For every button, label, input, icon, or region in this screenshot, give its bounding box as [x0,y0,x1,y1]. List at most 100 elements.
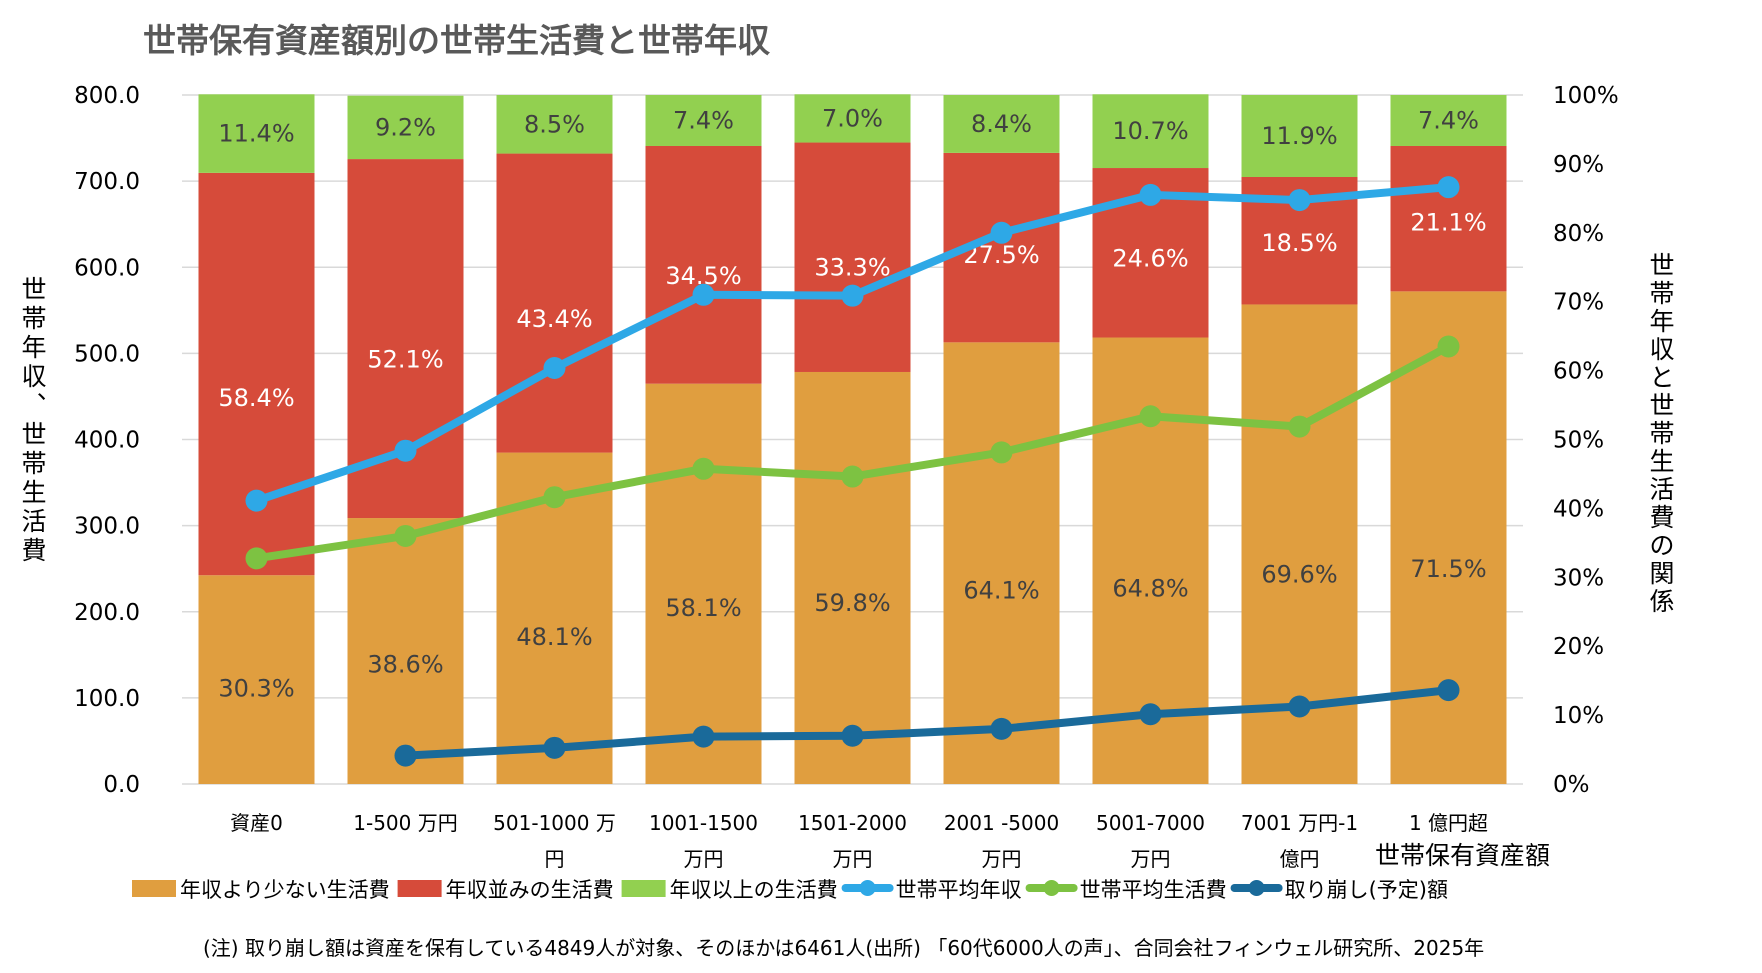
bar-value-label: 59.8% [814,589,890,617]
axis-title-char: 生 [1649,447,1674,476]
axis-title-char: 世 [21,420,46,449]
y-tick-label: 100.0 [74,686,140,712]
legend-marker [859,880,876,896]
legend-swatch [132,880,176,897]
series-point [1288,695,1311,718]
bar-value-label: 8.4% [971,110,1032,138]
x-category-label: 5001-7000 [1096,811,1205,835]
axis-title-char: 世 [21,275,46,304]
series-point [1437,176,1460,199]
series-point [543,486,566,509]
bar-percent-labels: 30.3% 58.4% 11.4% 38.6% 52.1% 9.2% 48.1% 43.4% 8… [218,104,1486,702]
x-axis-categories: 資産0 1-500 万円 501-1000 万円 1001-1500 万円 1501-20… [230,811,1488,871]
bar-value-label: 8.5% [524,110,585,138]
footnote: (注) 取り崩し額は資産を保有している4849人が対象、そのほかは6461人(出… [203,936,1484,960]
bar-segment [496,95,613,154]
y-axis-left-title: 世帯年収︑世帯生活費 [21,275,46,565]
bar-value-label: 58.1% [665,594,741,622]
y2-tick-label: 40% [1553,496,1604,522]
bar-value-label: 18.5% [1261,229,1337,257]
axis-title-char: 世 [1649,251,1674,280]
x-category-label: 万円 [833,847,873,871]
bar-segment [794,142,911,372]
bar-value-label: 30.3% [218,674,294,702]
bar-value-label: 52.1% [367,345,443,373]
y-tick-label: 700.0 [74,169,140,195]
y2-tick-label: 30% [1553,565,1604,591]
bar-value-label: 64.8% [1112,574,1188,602]
y2-tick-label: 20% [1553,634,1604,660]
legend-label: 世帯平均生活費 [1080,878,1227,902]
bar-value-label: 64.1% [963,577,1039,605]
legend-label: 年収以上の生活費 [670,878,838,902]
bar-value-label: 48.1% [516,623,592,651]
bar-segment [347,518,464,784]
legend-marker [1248,880,1265,896]
bar-segment [1390,95,1507,146]
y-tick-label: 200.0 [74,600,140,626]
bar-segment [1390,145,1507,292]
axis-title-char: の [1649,531,1674,560]
series-point [1139,703,1162,726]
series-point [394,744,417,767]
series-point [1139,183,1162,206]
x-category-label: 501-1000 万 [493,811,616,835]
bar-segment [496,153,613,453]
series-point [692,457,715,480]
bar-segment [198,575,315,784]
y2-tick-label: 10% [1553,703,1604,729]
bar-segment [645,145,762,384]
y-tick-label: 500.0 [74,341,140,367]
bar-value-label: 33.3% [814,254,890,282]
series-point [1437,335,1460,358]
legend-label: 取り崩し(予定)額 [1285,878,1448,902]
x-category-label: 万円 [982,847,1022,871]
y2-tick-label: 60% [1553,359,1604,385]
chart-title: 世帯保有資産額別の世帯生活費と世帯年収 [143,21,771,60]
axis-title-char: ︑ [21,391,46,420]
bar-value-label: 7.4% [1418,106,1479,134]
series-point [841,284,864,307]
x-category-label: 資産0 [230,811,283,835]
bar-segment [1241,95,1358,177]
axis-title-char: 世 [1649,391,1674,420]
axis-title-char: 年 [1649,307,1674,336]
series-point [1437,679,1460,702]
bar-value-label: 21.1% [1410,208,1486,236]
bar-segment [1092,94,1209,169]
series-point [1139,405,1162,428]
y-axis-right-title: 世帯年収と世帯生活費の関係 [1649,251,1674,616]
bar-segment [943,95,1060,153]
axis-title-char: 年 [21,333,46,362]
bar-value-label: 24.6% [1112,244,1188,272]
legend: 年収より少ない生活費 年収並みの生活費 年収以上の生活費 世帯平均年収 世帯平均生活費 取… [132,878,1448,902]
legend-swatch [621,880,666,897]
y-tick-label: 600.0 [74,255,140,281]
axis-title-char: 費 [21,536,46,565]
y-tick-label: 300.0 [74,514,140,540]
bar-value-label: 69.6% [1261,561,1337,589]
axis-title-char: 帯 [1649,279,1674,308]
series-line [401,686,1453,760]
x-category-label: 1001-1500 [649,811,758,835]
y2-tick-label: 0% [1553,772,1590,798]
x-category-label: 1 億円超 [1409,811,1488,835]
bar-value-label: 7.4% [673,106,734,134]
bar-value-label: 43.4% [516,305,592,333]
bar-value-label: 38.6% [367,650,443,678]
legend-label: 世帯平均年収 [896,878,1022,902]
legend-label: 年収より少ない生活費 [180,878,390,902]
series-point [543,357,566,380]
bar-segment [794,94,911,143]
x-axis-title: 世帯保有資産額 [1375,841,1550,870]
axis-title-char: 生 [21,478,46,507]
axis-title-char: 帯 [21,304,46,333]
x-category-label: 円 [545,847,565,871]
axis-title-char: 費 [1649,503,1674,532]
bar-segment [198,94,315,173]
x-category-label: 万円 [684,847,724,871]
series-point [692,725,715,748]
x-category-label: 2001 -5000 [944,811,1059,835]
x-category-label: 1-500 万円 [353,811,457,835]
